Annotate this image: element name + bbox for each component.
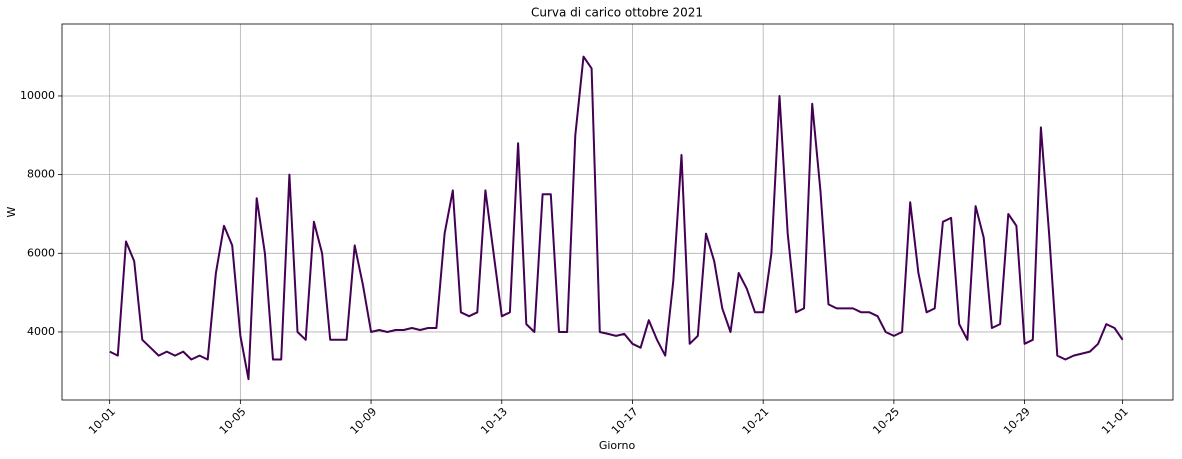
y-tick-label: 10000 [20, 89, 55, 102]
y-axis-label: W [5, 206, 18, 217]
plot-frame [61, 23, 1174, 401]
chart-title: Curva di carico ottobre 2021 [531, 6, 703, 20]
x-axis-label: Giorno [599, 439, 636, 452]
y-tick-label: 4000 [27, 325, 55, 338]
y-tick-label: 6000 [27, 246, 55, 259]
series-line [109, 55, 1124, 381]
y-tick-label: 8000 [27, 168, 55, 181]
